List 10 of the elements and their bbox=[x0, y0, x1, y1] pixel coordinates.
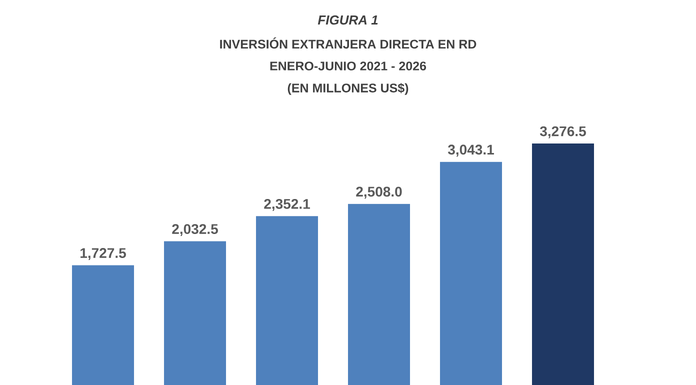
chart-subtitle: INVERSIÓN EXTRANJERA DIRECTA EN RD bbox=[220, 37, 476, 49]
data-label: 2,032.5 bbox=[172, 224, 218, 236]
chart-title: FIGURA 1 bbox=[318, 15, 378, 25]
data-label: 3,043.1 bbox=[448, 144, 494, 157]
data-label: 2,352.1 bbox=[264, 198, 310, 211]
data-label: 1,727.5 bbox=[80, 248, 126, 260]
text: (EN MILLONES US$) bbox=[288, 83, 408, 95]
text: ENERO-JUNIO 2021 - 2026 bbox=[270, 62, 426, 70]
data-label: 3,276.5 bbox=[540, 126, 586, 138]
data-label: 2,508.0 bbox=[356, 186, 402, 199]
